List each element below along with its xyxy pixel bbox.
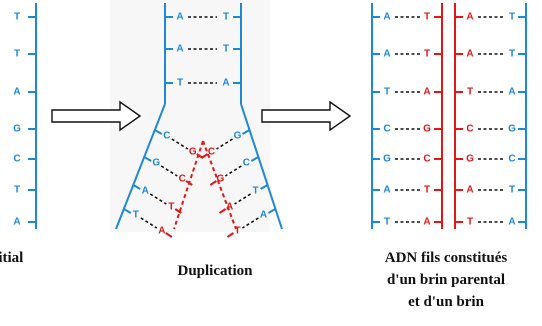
caption-daughter-dna: ADN fils constitués d'un brin parental e… — [348, 247, 542, 313]
fork-new-base: A — [226, 202, 233, 213]
d1-parent-base: A — [383, 49, 390, 60]
d2-new-base: A — [466, 49, 473, 60]
d2-parent-base: T — [509, 12, 515, 23]
fork-parent-base: G — [234, 131, 242, 142]
fork-new-base: C — [208, 147, 215, 158]
d1-new-base: A — [423, 87, 430, 98]
caption-daughter-line-3: et d'un brin — [408, 294, 484, 310]
left-base-A: A — [13, 217, 20, 228]
d1-parent-base: T — [384, 87, 390, 98]
top-pair-left-base: A — [176, 44, 183, 55]
arrow-middle-to-right — [261, 100, 352, 132]
fork-new-base-tick — [185, 180, 193, 186]
fork-left-backbone-diagonal — [115, 103, 166, 230]
d2-new-base: A — [466, 12, 473, 23]
fork-new-base-tick — [174, 208, 182, 214]
d1-new-base: T — [424, 12, 430, 23]
caption-daughter-line-1: ADN fils constitués — [384, 250, 508, 266]
fork-parent-base: C — [243, 158, 250, 169]
d1-parent-base: A — [383, 185, 390, 196]
caption-duplication: Duplication — [177, 263, 253, 279]
fork-new-base: A — [158, 226, 165, 237]
fork-parent-base: T — [133, 210, 139, 221]
top-pair-right-base: T — [223, 44, 229, 55]
top-pair-left-base: T — [177, 78, 183, 89]
fork-new-base-tick — [200, 153, 209, 159]
left-base-T: T — [14, 185, 20, 196]
top-pair-left-base: A — [176, 12, 183, 23]
d1-parent-base: A — [383, 12, 390, 23]
d1-parent-base: T — [384, 217, 390, 228]
caption-daughter-line-2: d'un brin parental — [386, 272, 506, 288]
fork-parent-base: A — [142, 186, 149, 197]
fork-new-base: G — [189, 147, 197, 158]
left-base-T: T — [14, 49, 20, 60]
new-strand-right-dotted — [202, 140, 237, 230]
d1-new-base: G — [423, 124, 431, 135]
d2-new-base: G — [466, 154, 474, 165]
fork-base-tick — [242, 129, 251, 135]
d1-new-base: T — [424, 185, 430, 196]
fork-base-tick — [260, 184, 269, 190]
d2-new-base: C — [466, 124, 473, 135]
fork-new-base: T — [234, 226, 240, 237]
fork-base-tick — [154, 129, 163, 135]
fork-new-base-tick — [226, 232, 234, 238]
d1-new-base: T — [424, 49, 430, 60]
fork-base-tick — [132, 184, 141, 190]
d1-new-base: C — [423, 154, 430, 165]
d2-new-base: T — [467, 87, 473, 98]
fork-parent-base: G — [152, 158, 160, 169]
daughter-dna-duplexes: A T A T A T A T T A T A C G C G G C G C A T A T T A T A — [371, 3, 527, 229]
d2-parent-base: A — [508, 217, 515, 228]
d2-parent-base: T — [509, 49, 515, 60]
left-base-G: G — [13, 124, 21, 135]
fork-new-base-tick — [165, 232, 173, 238]
fork-new-base: T — [168, 202, 174, 213]
arrow-left-to-middle — [51, 100, 142, 132]
fork-base-tick — [250, 156, 259, 162]
initial-dna-strand: T T A G C T A — [13, 3, 37, 229]
fork-right-backbone-diagonal — [240, 103, 283, 230]
top-pair-right-base: T — [223, 12, 229, 23]
d2-parent-base: C — [508, 154, 515, 165]
fork-parent-base: C — [163, 131, 170, 142]
d2-parent-base: T — [509, 185, 515, 196]
d2-parent-base: A — [508, 87, 515, 98]
d1-new-base: A — [423, 217, 430, 228]
fork-parent-base: T — [253, 186, 259, 197]
caption-initial: nitial — [0, 250, 24, 266]
d2-new-base: T — [467, 217, 473, 228]
d1-parent-base: C — [383, 124, 390, 135]
fork-base-tick — [123, 208, 132, 214]
fork-parent-base: A — [260, 210, 267, 221]
fork-new-base-tick — [209, 180, 217, 186]
fork-base-tick — [267, 208, 276, 214]
fork-base-tick — [143, 156, 152, 162]
top-pair-right-base: A — [222, 78, 229, 89]
left-base-T: T — [14, 12, 20, 23]
d1-parent-base: G — [383, 154, 391, 165]
fork-new-base: G — [216, 174, 224, 185]
left-base-C: C — [13, 154, 20, 165]
d2-new-base: A — [466, 185, 473, 196]
left-base-A: A — [13, 87, 20, 98]
d2-parent-base: G — [508, 124, 516, 135]
fork-new-base: C — [179, 174, 186, 185]
fork-new-base-tick — [219, 208, 227, 214]
